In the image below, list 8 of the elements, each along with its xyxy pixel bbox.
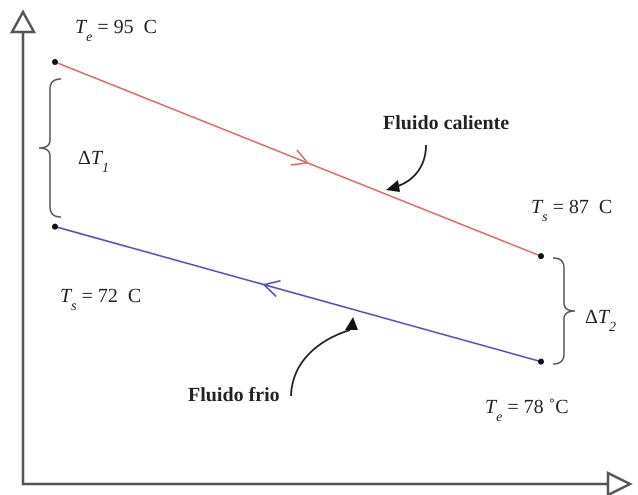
annotation: T$_{e}$ = 78 ˚C [485,396,569,424]
annotation: ΔT$_{2}$ [585,306,616,334]
annotation: T$_{s}$ = 72 C [60,285,142,314]
annotation: T$_{s}$ = 87 C [531,196,612,224]
annotation: Fluido caliente [383,112,510,134]
text: T$_{e}$ = 95 C [75,16,157,44]
annotation: Fluido frio [188,384,280,406]
annotation: ΔT$_{1}$ [78,147,109,176]
